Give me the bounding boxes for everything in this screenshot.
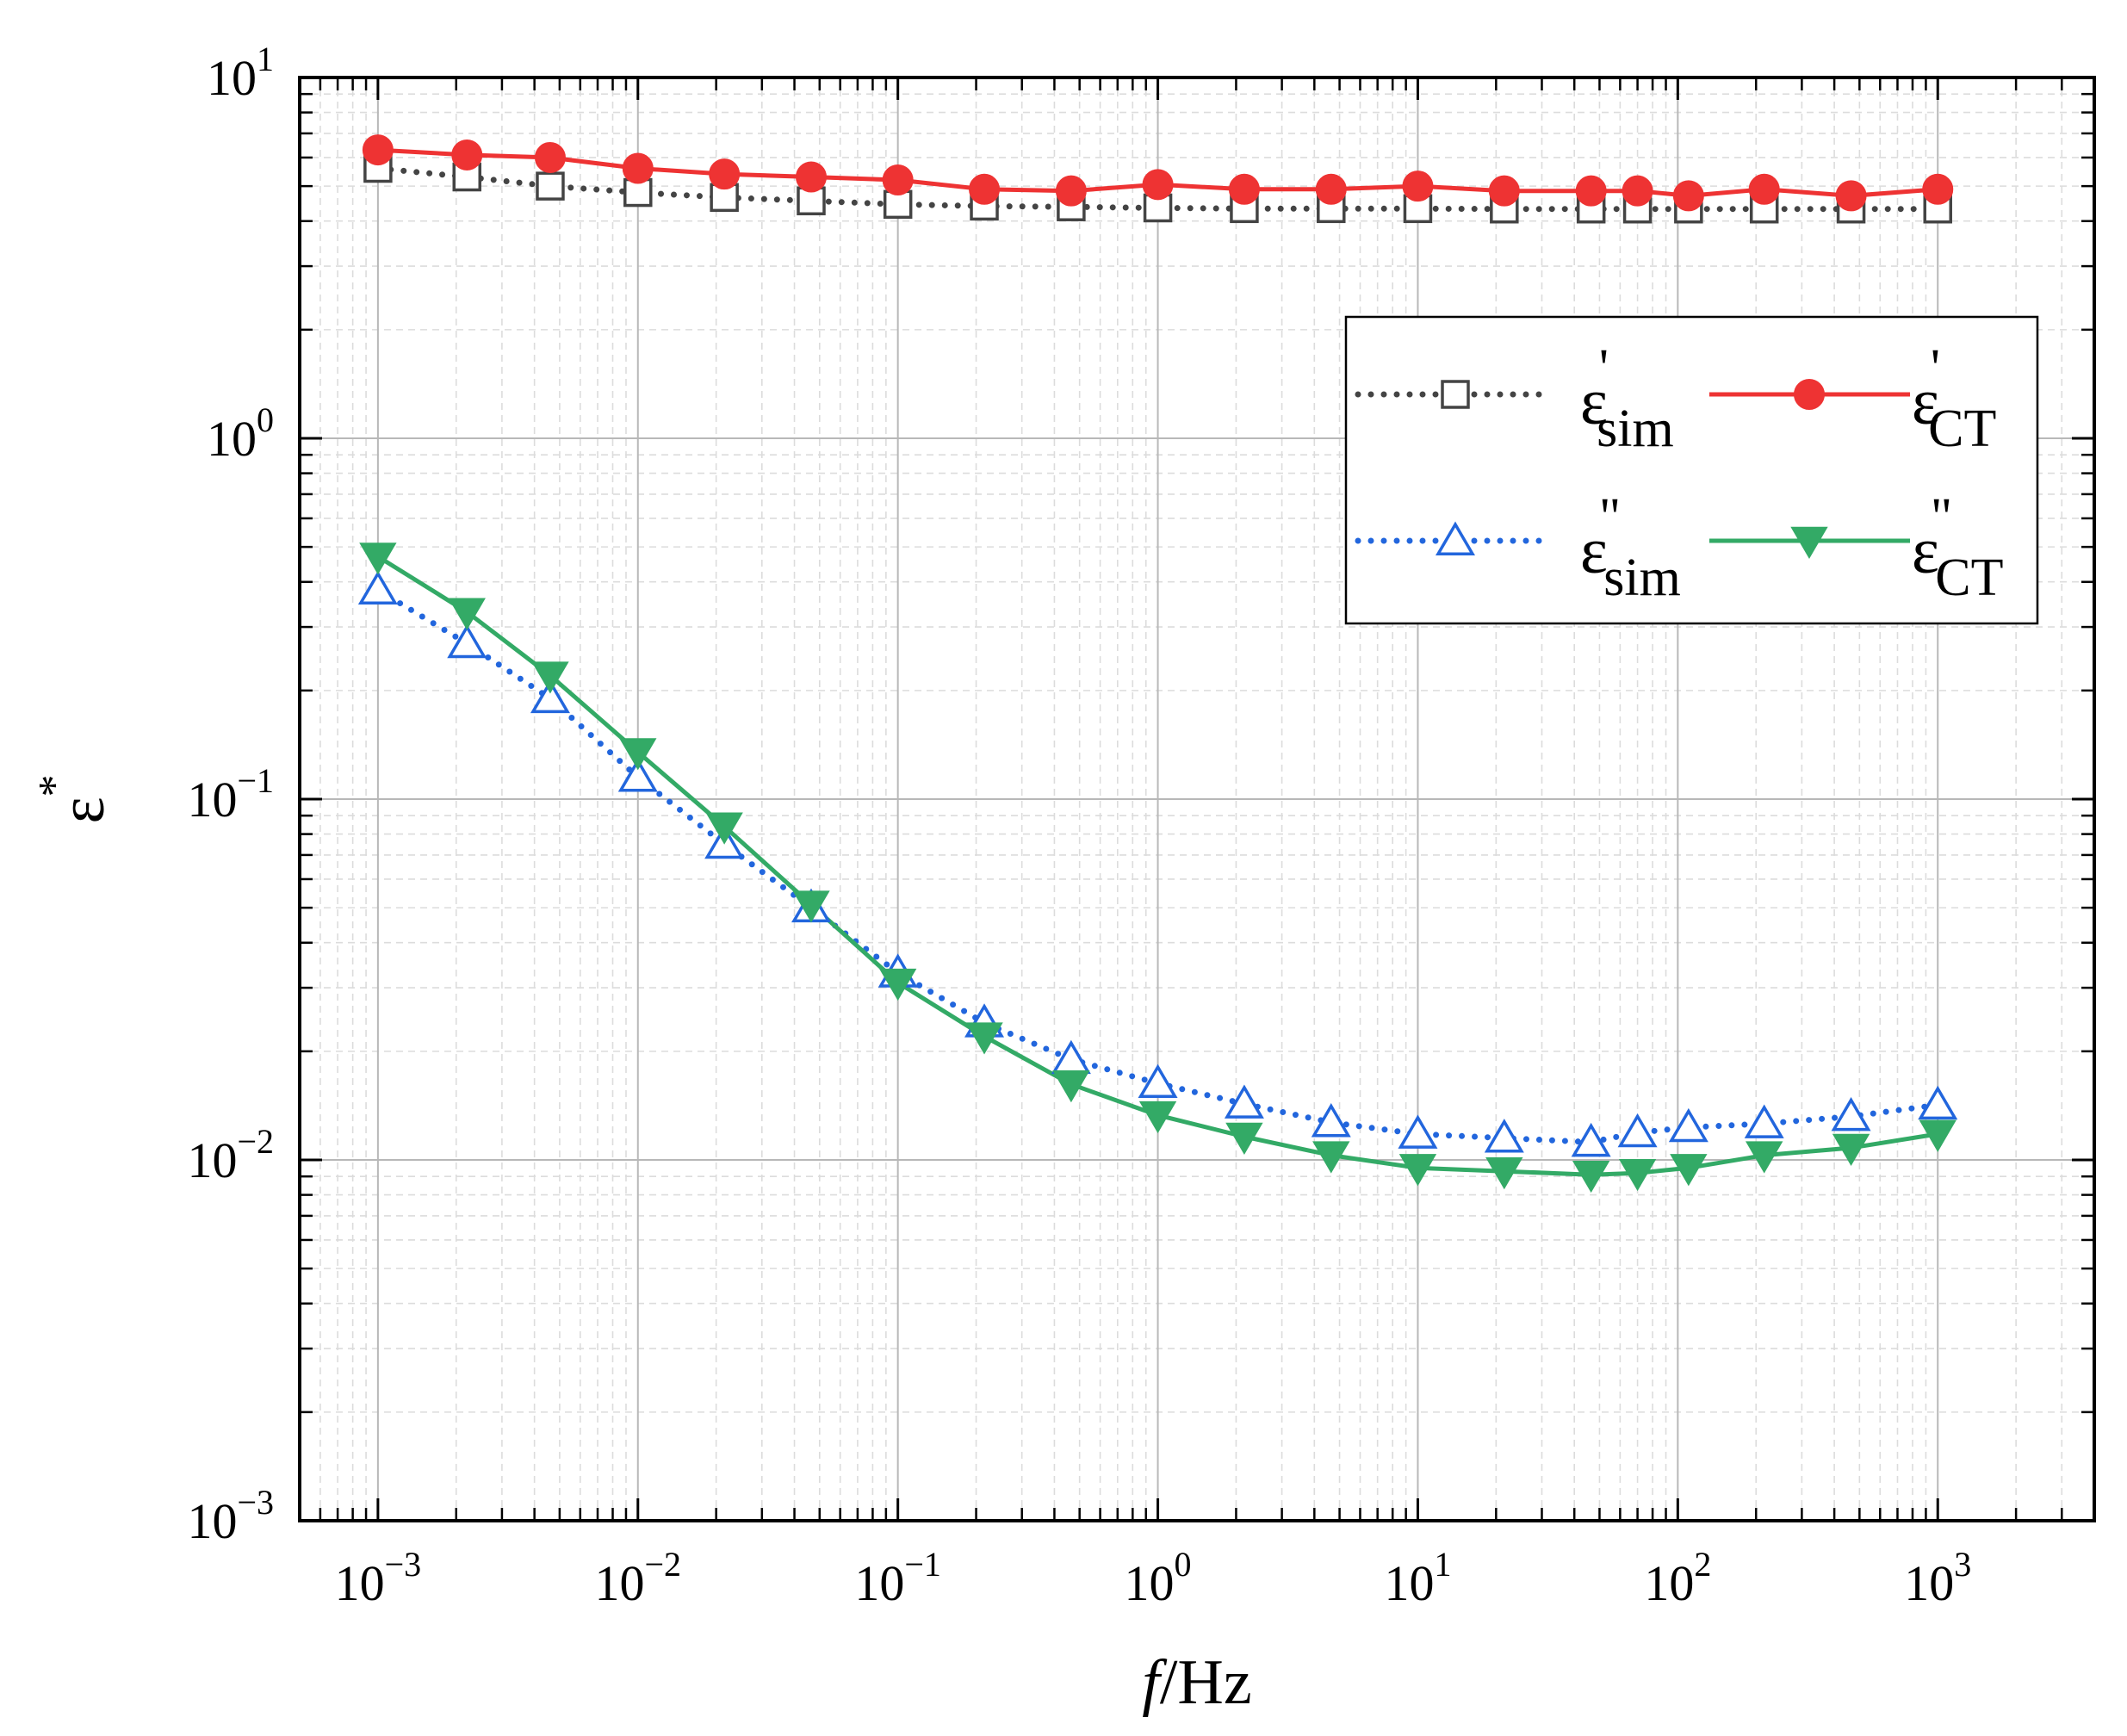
plot-frame — [298, 76, 2096, 1522]
legend-marker-eps_prime_sim — [1441, 380, 1470, 409]
legend-samples — [1355, 379, 1910, 559]
data-point-eps_dprime_CT — [448, 598, 486, 630]
x-tick-label: 102 — [1644, 1545, 1711, 1611]
data-point-eps_dprime_sim — [1918, 1085, 1958, 1120]
major-grid — [300, 77, 2094, 1522]
y-tick-labels: 101 100 10−1 10−2 10−3 — [187, 40, 274, 1549]
data-point-eps_prime_sim — [710, 183, 739, 213]
data-point-eps_dprime_CT — [1398, 1154, 1437, 1187]
x-tick-label: 100 — [1125, 1545, 1192, 1611]
data-point-eps_dprime_CT — [1670, 1154, 1708, 1187]
y-tick-label: 10−2 — [187, 1122, 274, 1188]
data-point-eps_prime_CT — [1055, 175, 1087, 207]
data-point-eps_prime_CT — [451, 139, 483, 170]
x-tick-label: 103 — [1904, 1545, 1971, 1611]
data-point-eps_prime_CT — [1315, 173, 1347, 205]
data-point-eps_dprime_CT — [965, 1022, 1003, 1055]
x-tick-label: 10−3 — [335, 1545, 422, 1611]
data-point-eps_prime_CT — [1748, 173, 1780, 205]
data-point-eps_dprime_CT — [1138, 1100, 1177, 1134]
data-point-eps_dprime_sim — [530, 679, 570, 714]
legend-marker-eps_prime_CT — [1794, 379, 1825, 410]
data-point-eps_dprime_sim — [1744, 1104, 1784, 1138]
data-point-eps_prime_CT — [1922, 173, 1954, 205]
data-point-eps_dprime_sim — [1484, 1119, 1524, 1153]
data-point-eps_dprime_CT — [1746, 1141, 1783, 1174]
data-point-eps_dprime_sim — [1571, 1122, 1611, 1157]
data-point-eps_prime_CT — [1835, 180, 1867, 212]
y-tick-label: 100 — [207, 400, 274, 467]
data-point-eps_dprime_sim — [1311, 1103, 1351, 1138]
series-markers — [357, 134, 1958, 1194]
data-point-eps_prime_CT — [969, 173, 1001, 205]
data-point-eps_prime_CT — [1402, 170, 1434, 202]
y-tick-label: 10−3 — [187, 1483, 274, 1549]
data-point-eps_prime_sim — [883, 189, 913, 220]
data-point-eps_dprime_CT — [792, 890, 830, 923]
y-axis-title: ε* — [30, 774, 118, 823]
data-point-eps_dprime_CT — [1618, 1158, 1657, 1192]
data-point-eps_dprime_CT — [531, 661, 569, 694]
data-point-eps_dprime_CT — [1225, 1122, 1263, 1155]
legend-label-eps-prime-sim: ε' sim — [1580, 339, 1674, 458]
data-point-eps_dprime_sim — [1831, 1097, 1871, 1132]
data-point-eps_dprime_sim — [1138, 1063, 1178, 1099]
svg-text:ε*: ε* — [30, 774, 118, 823]
data-point-eps_prime_CT — [882, 164, 914, 195]
data-point-eps_prime_CT — [534, 141, 566, 173]
legend-box — [1344, 315, 2039, 625]
legend-label-eps-dprime-sim: ε" sim — [1580, 488, 1681, 607]
data-point-eps_prime_CT — [1575, 175, 1607, 207]
legend-marker-eps_dprime_CT — [1790, 526, 1828, 559]
data-point-eps_dprime_sim — [447, 623, 487, 659]
data-point-eps_prime_CT — [795, 161, 827, 193]
data-point-eps_prime_CT — [622, 152, 654, 184]
x-tick-labels: 10−3 10−2 10−1 100 101 102 103 — [335, 1545, 1972, 1611]
x-tick-label: 10−1 — [854, 1545, 941, 1611]
legend-marker-eps_dprime_sim — [1436, 521, 1475, 555]
data-point-eps_dprime_CT — [1312, 1141, 1350, 1174]
data-point-eps_dprime_sim — [617, 758, 658, 792]
data-point-eps_dprime_CT — [1052, 1070, 1090, 1103]
data-point-eps_dprime_CT — [705, 812, 743, 845]
data-point-eps_dprime_CT — [878, 968, 917, 1001]
data-point-eps_prime_CT — [1488, 175, 1520, 207]
data-point-eps_prime_sim — [536, 171, 565, 201]
legend-label-eps-dprime-ct: ε" CT — [1912, 488, 2003, 607]
data-point-eps_prime_CT — [709, 158, 741, 190]
data-point-eps_dprime_CT — [1919, 1119, 1956, 1152]
data-point-eps_prime_CT — [362, 134, 394, 166]
data-point-eps_dprime_sim — [1617, 1113, 1658, 1148]
data-point-eps_dprime_CT — [359, 542, 397, 575]
x-tick-label: 10−2 — [594, 1545, 681, 1611]
data-point-eps_prime_CT — [1228, 173, 1260, 205]
x-tick-label: 101 — [1384, 1545, 1451, 1611]
data-point-eps_prime_CT — [1142, 169, 1174, 201]
y-tick-label: 101 — [207, 40, 274, 106]
axis-ticks — [298, 76, 2096, 1522]
data-point-eps_dprime_sim — [1668, 1107, 1708, 1143]
x-axis-title: f/Hz — [1142, 1647, 1251, 1718]
data-point-eps_prime_CT — [1672, 180, 1704, 212]
data-point-eps_dprime_sim — [357, 570, 398, 605]
data-point-eps_dprime_CT — [619, 738, 657, 771]
data-point-eps_dprime_sim — [1224, 1084, 1264, 1119]
data-point-eps_dprime_sim — [1051, 1039, 1091, 1075]
data-point-eps_dprime_CT — [1832, 1133, 1870, 1166]
legend: ε' sim ε' CT ε" sim ε" CT — [1344, 315, 2039, 625]
data-point-eps_prime_CT — [1622, 175, 1653, 207]
data-point-eps_dprime_CT — [1485, 1157, 1523, 1190]
legend-label-eps-prime-ct: ε' CT — [1912, 339, 1996, 458]
y-tick-label: 10−1 — [187, 761, 274, 828]
data-point-eps_dprime_CT — [1572, 1160, 1610, 1194]
data-point-eps_dprime_sim — [1398, 1114, 1438, 1149]
